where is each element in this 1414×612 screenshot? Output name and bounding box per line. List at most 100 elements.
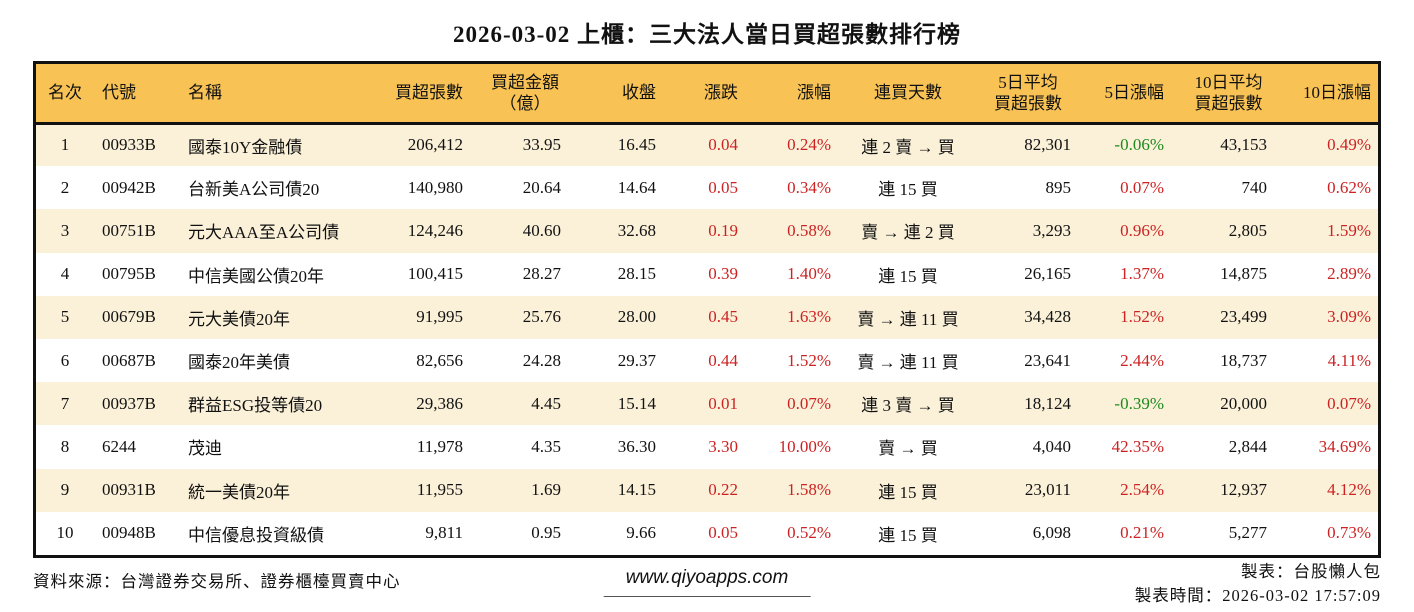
cell-pct10: 4.11% — [1327, 350, 1371, 370]
cell-streak: 賣 → 買 — [878, 439, 938, 459]
cell-pct10: 0.62% — [1327, 177, 1371, 197]
column-header-pct5: 5日漲幅 — [1084, 64, 1177, 125]
cell-close: 14.64 — [617, 177, 656, 197]
cell-code: 00948B — [102, 523, 156, 543]
cell-change: 0.39 — [708, 264, 738, 284]
column-header-avg5-volume: 5日平均 買超張數 — [972, 64, 1084, 125]
table-row: 8 6244 茂迪 11,978 4.35 36.30 3.30 10.00% 賣 → 買 4,0… — [36, 425, 1378, 468]
cell-close: 14.15 — [574, 468, 669, 512]
cell-pct10: 1.59% — [1280, 209, 1378, 253]
cell-change: 0.01 — [669, 382, 751, 426]
cell-pct10: 3.09% — [1280, 295, 1378, 339]
cell-avg10-volume: 14,875 — [1220, 264, 1267, 284]
cell-change: 3.30 — [708, 436, 738, 456]
column-header-avg10-volume: 10日平均 買超張數 — [1177, 64, 1280, 125]
cell-name: 台新美A公司債20 — [188, 180, 320, 200]
cell-close: 36.30 — [617, 436, 656, 456]
cell-rank: 10 — [56, 523, 74, 543]
cell-buy-amount: 1.69 — [476, 468, 574, 512]
cell-rank: 7 — [36, 382, 94, 426]
cell-buy-volume: 29,386 — [378, 382, 476, 426]
column-header-close: 收盤 — [574, 64, 669, 125]
cell-buy-amount: 24.28 — [522, 350, 561, 370]
cell-code: 00933B — [94, 123, 182, 167]
table-row: 7 00937B 群益ESG投等債20 29,386 4.45 15.14 0.01 0.07… — [36, 382, 1378, 426]
cell-pct5: 0.21% — [1120, 523, 1164, 543]
cell-avg10-volume: 12,937 — [1177, 468, 1280, 512]
cell-avg10-volume: 5,277 — [1228, 523, 1267, 543]
cell-name: 群益ESG投等債20 — [182, 382, 378, 426]
cell-avg5-volume: 82,301 — [972, 123, 1084, 167]
cell-pct10: 0.07% — [1280, 382, 1378, 426]
website-link[interactable]: www.qiyoapps.com — [603, 567, 811, 597]
column-header-change: 漲跌 — [669, 64, 751, 125]
column-header-pct10: 10日漲幅 — [1280, 64, 1378, 125]
cell-streak: 連 15 買 — [878, 266, 938, 286]
table-row: 6 00687B 國泰20年美債 82,656 24.28 29.37 0.44 1.52% 賣… — [36, 339, 1378, 382]
table-row: 9 00931B 統一美債20年 11,955 1.69 14.15 0.22 1.58% 連 … — [36, 468, 1378, 512]
cell-rank: 5 — [36, 295, 94, 339]
cell-name: 國泰10Y金融債 — [182, 123, 378, 167]
page-title: 2026-03-02 上櫃：三大法人當日買超張數排行榜 — [452, 22, 962, 47]
cell-pct5: 1.52% — [1084, 295, 1177, 339]
cell-rank: 4 — [60, 264, 70, 284]
cell-code: 00679B — [94, 295, 182, 339]
cell-close: 28.15 — [617, 264, 656, 284]
cell-change-pct: 1.63% — [751, 295, 844, 339]
cell-change: 0.44 — [708, 350, 738, 370]
cell-streak: 連 15 買 — [878, 525, 938, 545]
cell-avg5-volume: 3,293 — [972, 209, 1084, 253]
cell-avg5-volume: 895 — [1045, 177, 1072, 197]
table-row: 2 00942B 台新美A公司債20 140,980 20.64 14.64 0.05 0.3… — [36, 166, 1378, 209]
cell-change: 0.04 — [669, 123, 751, 167]
cell-change-pct: 1.58% — [751, 468, 844, 512]
cell-change-pct: 0.52% — [787, 523, 831, 543]
cell-avg10-volume: 18,737 — [1220, 350, 1267, 370]
cell-code: 00931B — [94, 468, 182, 512]
cell-change-pct: 1.52% — [787, 350, 831, 370]
cell-buy-volume: 9,811 — [425, 523, 463, 543]
cell-buy-volume: 100,415 — [407, 264, 463, 284]
cell-avg5-volume: 4,040 — [1032, 436, 1071, 456]
cell-streak: 連 3 賣 → 買 — [844, 382, 972, 426]
cell-buy-amount: 4.45 — [476, 382, 574, 426]
cell-buy-amount: 28.27 — [522, 264, 561, 284]
cell-pct5: -0.39% — [1084, 382, 1177, 426]
cell-avg5-volume: 6,098 — [1032, 523, 1071, 543]
cell-name: 統一美債20年 — [182, 468, 378, 512]
cell-buy-volume: 140,980 — [407, 177, 463, 197]
cell-change-pct: 1.40% — [787, 264, 831, 284]
cell-buy-amount: 20.64 — [522, 177, 561, 197]
cell-buy-volume: 206,412 — [378, 123, 476, 167]
cell-pct10: 0.49% — [1280, 123, 1378, 167]
cell-avg10-volume: 2,805 — [1177, 209, 1280, 253]
cell-streak: 連 2 賣 → 買 — [844, 123, 972, 167]
cell-pct5: -0.06% — [1084, 123, 1177, 167]
cell-pct5: 42.35% — [1111, 436, 1164, 456]
cell-close: 15.14 — [574, 382, 669, 426]
cell-avg10-volume: 43,153 — [1177, 123, 1280, 167]
cell-rank: 8 — [60, 436, 70, 456]
cell-change-pct: 0.34% — [787, 177, 831, 197]
cell-avg5-volume: 23,641 — [1024, 350, 1071, 370]
table-body: 1 00933B 國泰10Y金融債 206,412 33.95 16.45 0.04 0.24… — [36, 123, 1378, 555]
cell-pct10: 4.12% — [1280, 468, 1378, 512]
cell-pct5: 2.54% — [1084, 468, 1177, 512]
cell-change-pct: 0.07% — [751, 382, 844, 426]
cell-streak: 賣 → 連 11 買 — [844, 295, 972, 339]
cell-avg5-volume: 18,124 — [972, 382, 1084, 426]
cell-name: 元大美債20年 — [182, 295, 378, 339]
ranking-table-container: 名次 代號 名稱 買超張數 買超金額 （億） 收盤 漲跌 漲幅 連買天數 5日平均 買超張數 5日漲… — [33, 61, 1381, 558]
cell-change: 0.45 — [669, 295, 751, 339]
cell-streak: 賣 → 連 2 買 — [844, 209, 972, 253]
cell-pct5: 0.96% — [1084, 209, 1177, 253]
cell-code: 00937B — [94, 382, 182, 426]
cell-close: 29.37 — [617, 350, 656, 370]
column-header-name: 名稱 — [182, 64, 378, 125]
cell-change: 0.05 — [708, 523, 738, 543]
cell-buy-amount: 40.60 — [476, 209, 574, 253]
cell-code: 00795B — [102, 264, 156, 284]
cell-avg5-volume: 26,165 — [1024, 264, 1071, 284]
cell-change: 0.05 — [708, 177, 738, 197]
